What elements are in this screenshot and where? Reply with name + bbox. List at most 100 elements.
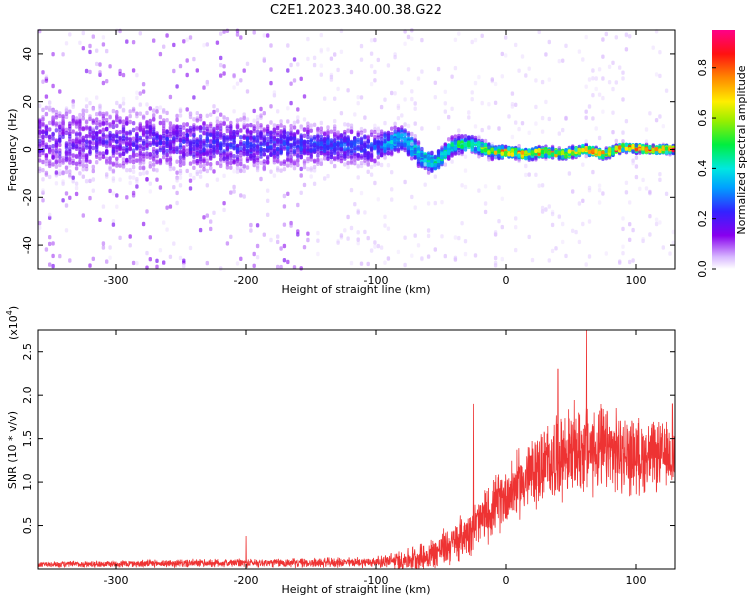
spectrogram-cell (255, 255, 260, 260)
spectrogram-cell (41, 107, 45, 112)
spectrogram-cell (356, 164, 360, 169)
spectrogram-cell (74, 166, 79, 171)
spectrogram-cell (306, 139, 310, 145)
spectrogram-cell (205, 152, 209, 157)
spectrogram-cell (403, 122, 407, 127)
spectrogram-cell (413, 101, 417, 106)
spectrogram-cell (101, 80, 106, 86)
spectrogram-cell (138, 91, 142, 96)
spectrogram-cell (373, 162, 377, 167)
spectrogram-cell (84, 126, 89, 131)
spectrogram-cell (406, 34, 411, 40)
spectrogram-x-tick-label: 100 (626, 274, 647, 287)
spectrogram-cell (152, 167, 156, 172)
spectrogram-cell (574, 147, 578, 152)
spectrogram-x-tick-label: -300 (104, 274, 129, 287)
spectrogram-cell (135, 152, 139, 158)
spectrogram-cell (266, 198, 270, 203)
spectrogram-cell (118, 71, 122, 77)
spectrogram-cell (363, 150, 367, 155)
spectrogram-cell (229, 160, 233, 166)
spectrogram-cell (480, 148, 484, 154)
spectrogram-cell (145, 119, 149, 125)
spectrogram-cell (544, 148, 548, 154)
spectrogram-cell (457, 147, 461, 153)
spectrogram-cell (64, 156, 69, 162)
spectrogram-cell (420, 161, 424, 167)
spectrogram-cell (540, 153, 545, 158)
spectrogram-cell (178, 124, 183, 130)
spectrogram-cell (172, 136, 176, 141)
spectrogram-cell (84, 179, 89, 184)
spectrogram-cell (259, 151, 263, 156)
spectrogram-cell (383, 223, 387, 228)
spectrogram-cell (162, 140, 166, 145)
spectrogram-cell (188, 186, 193, 191)
spectrogram-cell (349, 143, 354, 148)
spectrogram-cell (557, 59, 561, 64)
spectrogram-cell (514, 102, 518, 107)
spectrogram-cell (349, 69, 354, 75)
spectrogram-cell (467, 110, 471, 115)
spectrogram-cell (276, 151, 280, 156)
spectrogram-cell (292, 57, 297, 62)
spectrogram-cell (460, 134, 464, 139)
spectrogram-cell (84, 120, 89, 125)
spectrogram-cell (158, 147, 163, 153)
spectrogram-cell (443, 150, 447, 156)
spectrogram-cell (309, 142, 313, 148)
spectrogram-cell (641, 177, 645, 183)
spectrogram-cell (557, 131, 561, 136)
spectrogram-cell (155, 159, 159, 164)
spectrogram-cell (534, 155, 538, 161)
spectrogram-cell (138, 137, 142, 143)
spectrogram-cell (125, 121, 129, 126)
spectrogram-cell (68, 169, 72, 174)
spectrogram-cell (356, 132, 360, 138)
spectrogram-cell (215, 116, 220, 121)
snr-y-unit-exp: 4 (5, 310, 14, 315)
spectrogram-cell (71, 115, 75, 120)
spectrogram-cell (88, 132, 92, 137)
spectrogram-cell (450, 142, 454, 147)
spectrogram-cell (648, 111, 652, 116)
spectrogram-cell (654, 118, 659, 123)
spectrogram-cell (373, 240, 377, 245)
snr-series-line (37, 329, 676, 570)
spectrogram-cell (339, 233, 344, 238)
spectrogram-cell (74, 132, 79, 137)
spectrogram-cell (349, 159, 354, 164)
spectrogram-cell (205, 158, 209, 163)
spectrogram-cell (396, 249, 401, 255)
spectrogram-cell (420, 69, 424, 74)
spectrogram-cell (98, 111, 102, 116)
spectrogram-cell (91, 135, 95, 140)
spectrogram-cell (323, 141, 327, 146)
spectrogram-cell (611, 86, 615, 92)
spectrogram-cell (276, 234, 280, 239)
spectrogram-cell (416, 156, 421, 161)
spectrogram-cell (349, 129, 354, 135)
spectrogram-cell (296, 62, 300, 67)
spectrogram-cell (205, 42, 209, 47)
spectrogram-cell (426, 170, 431, 175)
spectrogram-cell (95, 131, 99, 136)
spectrogram-cell (131, 142, 136, 147)
spectrogram-cell (356, 241, 360, 246)
spectrogram-cell (282, 243, 287, 249)
spectrogram-cell (242, 151, 246, 156)
snr-panel: -300 -200 -100 0 100 0.51.01.52.02.5 Height … (5, 306, 676, 596)
spectrogram-cell (38, 220, 42, 226)
spectrogram-cell (447, 114, 451, 120)
spectrogram-cell (108, 160, 112, 165)
spectrogram-cell (353, 146, 357, 151)
spectrogram-cell (195, 111, 199, 116)
spectrogram-cell (403, 179, 407, 185)
spectrogram-cell (182, 263, 186, 268)
spectrogram-cell (326, 47, 330, 52)
spectrogram-cell (68, 139, 72, 144)
snr-x-ticks: -300 -200 -100 0 100 (104, 330, 647, 587)
colorbar-tick-label: 0.6 (696, 109, 709, 127)
spectrogram-cell (182, 139, 186, 144)
spectrogram-cell (520, 54, 525, 59)
